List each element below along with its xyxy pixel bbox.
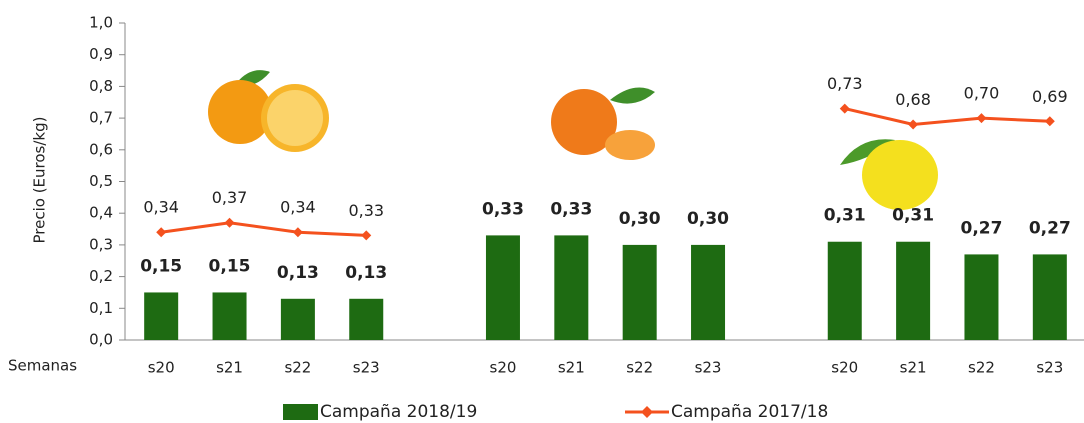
bar (349, 299, 383, 340)
y-tick-label: 0,2 (89, 267, 113, 285)
bar-value-label: 0,13 (345, 263, 387, 283)
line-marker (225, 218, 235, 228)
line-marker (1045, 116, 1055, 126)
x-tick-label: s21 (558, 359, 585, 377)
y-axis-label: Precio (Euros/kg) (31, 117, 49, 244)
y-tick-label: 0,0 (89, 331, 113, 349)
y-tick-label: 0,4 (89, 204, 113, 222)
x-tick-label: s22 (284, 359, 311, 377)
line-value-label: 0,34 (280, 198, 316, 217)
line-value-label: 0,70 (964, 84, 1000, 103)
x-tick-label: s20 (490, 359, 517, 377)
line-marker (361, 230, 371, 240)
x-tick-label: s22 (626, 359, 653, 377)
x-tick-label: s23 (1036, 359, 1063, 377)
x-tick-label: s22 (968, 359, 995, 377)
x-tick-label: s23 (695, 359, 722, 377)
x-tick-label: s21 (216, 359, 243, 377)
x-axis-label: Semanas (8, 357, 77, 375)
x-tick-label: s21 (900, 359, 927, 377)
chart: Precio (Euros/kg) Semanas 0,0 0,1 0,2 0,3 0,… (0, 0, 1084, 423)
line-value-label: 0,33 (348, 201, 384, 220)
line-marker (976, 113, 986, 123)
bar-value-label: 0,15 (209, 256, 251, 276)
line-marker (840, 104, 850, 114)
bar-value-label: 0,31 (824, 206, 866, 226)
bar (623, 245, 657, 340)
bar (213, 292, 247, 340)
line-marker (908, 119, 918, 129)
bar (554, 235, 588, 340)
bar-value-label: 0,15 (140, 256, 182, 276)
y-tick-label: 1,0 (89, 14, 113, 32)
bar-value-label: 0,30 (619, 209, 661, 229)
bar-value-label: 0,27 (960, 218, 1002, 238)
line-value-label: 0,69 (1032, 87, 1068, 106)
orange-illustration (208, 70, 329, 152)
line-marker (156, 227, 166, 237)
y-tick-label: 0,5 (89, 172, 113, 190)
bar-value-label: 0,33 (550, 199, 592, 219)
lemon-illustration (840, 139, 938, 210)
bar-value-label: 0,13 (277, 263, 319, 283)
line-marker (293, 227, 303, 237)
mandarin-illustration (551, 88, 655, 161)
bar (691, 245, 725, 340)
legend-swatch (283, 404, 318, 420)
x-tick-label: s20 (148, 359, 175, 377)
legend-label: Campaña 2017/18 (671, 402, 828, 422)
y-tick-label: 0,8 (89, 77, 113, 95)
bar (896, 242, 930, 340)
bar-value-label: 0,30 (687, 209, 729, 229)
line-value-label: 0,73 (827, 74, 863, 93)
x-tick-label: s20 (831, 359, 858, 377)
bar-value-label: 0,27 (1029, 218, 1071, 238)
bar (486, 235, 520, 340)
legend-label: Campaña 2018/19 (320, 402, 477, 422)
bar (144, 292, 178, 340)
x-tick-label: s23 (353, 359, 380, 377)
bar (281, 299, 315, 340)
bar (1033, 254, 1067, 340)
line-value-label: 0,68 (895, 90, 931, 109)
y-tick-label: 0,9 (89, 45, 113, 63)
bar-value-label: 0,33 (482, 199, 524, 219)
bar (828, 242, 862, 340)
y-tick-label: 0,3 (89, 235, 113, 253)
line-value-label: 0,37 (212, 188, 248, 207)
legend-marker (641, 406, 653, 418)
y-tick-label: 0,1 (89, 299, 113, 317)
line-value-label: 0,34 (143, 198, 179, 217)
bar (964, 254, 998, 340)
y-tick-label: 0,7 (89, 109, 113, 127)
y-tick-label: 0,6 (89, 140, 113, 158)
bar-value-label: 0,31 (892, 206, 934, 226)
